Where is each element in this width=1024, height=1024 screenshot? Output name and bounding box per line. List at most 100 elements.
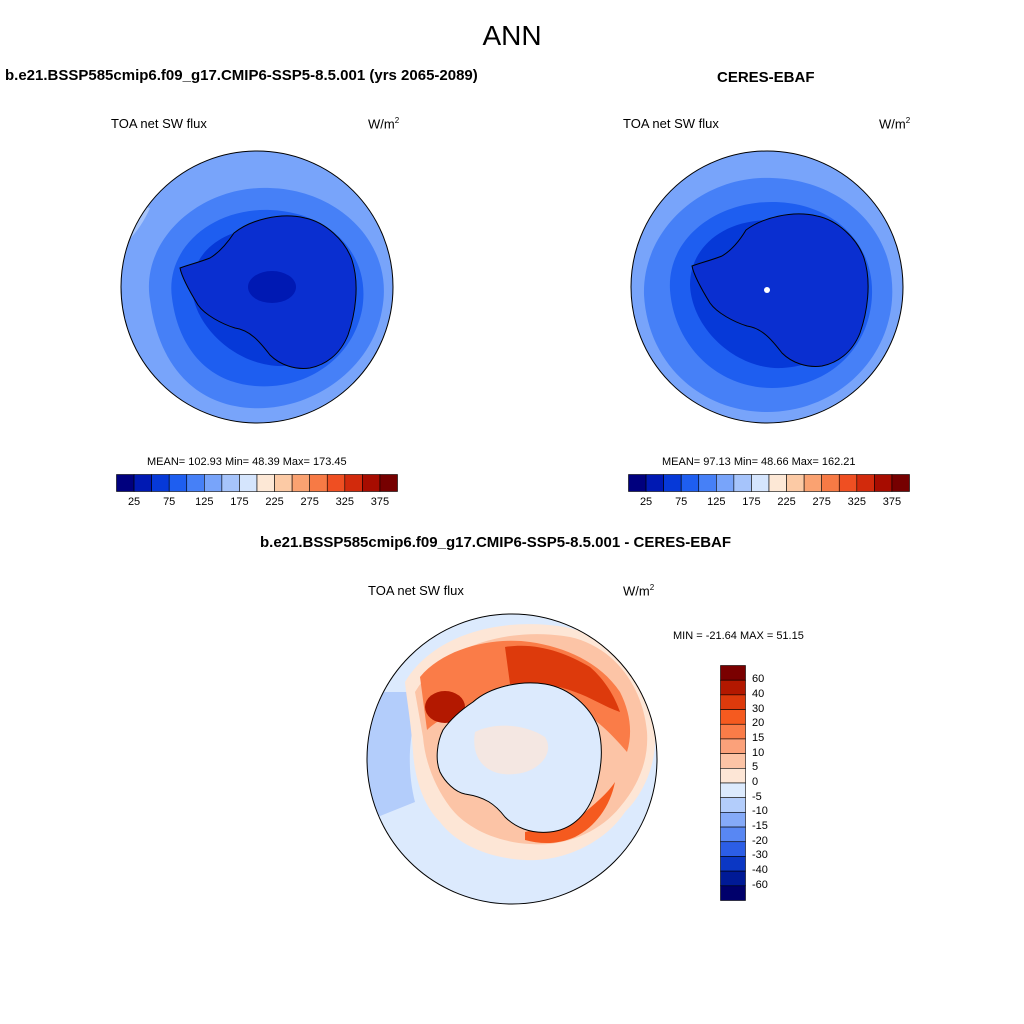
colorbar-swatch bbox=[274, 474, 293, 492]
panel-3-south-positive-patch bbox=[525, 782, 615, 844]
colorbar-swatch bbox=[116, 474, 135, 492]
colorbar-swatch bbox=[821, 474, 840, 492]
panel-2-colorbar bbox=[628, 474, 910, 492]
colorbar-swatch bbox=[326, 474, 346, 492]
panel-2-units-label: W/m2 bbox=[879, 116, 911, 132]
colorbar-swatch bbox=[186, 474, 205, 492]
colorbar-tick-label: -60 bbox=[752, 878, 768, 891]
colorbar-tick-label: 75 bbox=[163, 496, 176, 508]
panel-1-polar-map bbox=[120, 150, 394, 424]
colorbar-swatch bbox=[151, 474, 170, 492]
colorbar-swatch bbox=[720, 768, 746, 784]
colorbar-tick-label: 30 bbox=[752, 702, 765, 715]
colorbar-swatch bbox=[720, 856, 746, 872]
colorbar-swatch bbox=[204, 474, 223, 492]
colorbar-tick-label: 225 bbox=[265, 496, 284, 508]
colorbar-swatch bbox=[663, 474, 682, 492]
colorbar-tick-label: 325 bbox=[847, 496, 866, 508]
colorbar-tick-label: 20 bbox=[752, 717, 765, 730]
colorbar-swatch bbox=[168, 474, 188, 492]
figure-title: ANN bbox=[482, 20, 542, 51]
colorbar-tick-label: 75 bbox=[675, 496, 688, 508]
colorbar-swatch bbox=[680, 474, 700, 492]
colorbar-swatch bbox=[645, 474, 664, 492]
panel-2-title: CERES-EBAF bbox=[717, 69, 815, 86]
colorbar-tick-label: 375 bbox=[370, 496, 390, 508]
panel-3-title: b.e21.BSSP585cmip6.f09_g17.CMIP6-SSP5-8.… bbox=[260, 534, 732, 551]
colorbar-tick-label: 10 bbox=[752, 746, 765, 759]
panel-3-interior-small-positive bbox=[474, 725, 549, 775]
colorbar-swatch bbox=[628, 474, 647, 492]
colorbar-tick-label: 325 bbox=[335, 496, 354, 508]
panel-1-variable-label: TOA net SW flux bbox=[111, 116, 207, 131]
panel-3-stats: MIN = -21.64 MAX = 51.15 bbox=[673, 630, 804, 642]
colorbar-swatch bbox=[221, 474, 240, 492]
colorbar-swatch bbox=[720, 812, 746, 828]
colorbar-swatch bbox=[720, 694, 746, 710]
panel-3-west-max-patch bbox=[425, 691, 465, 723]
panel-2-variable-label: TOA net SW flux bbox=[623, 116, 719, 131]
colorbar-swatch bbox=[720, 679, 746, 696]
colorbar-swatch bbox=[838, 474, 858, 492]
colorbar-tick-label: 275 bbox=[812, 496, 831, 508]
colorbar-tick-label: 375 bbox=[882, 496, 902, 508]
colorbar-swatch bbox=[720, 665, 746, 681]
colorbar-swatch bbox=[344, 474, 363, 492]
colorbar-tick-label: -30 bbox=[752, 849, 768, 862]
panel-2-antarctica-outline bbox=[691, 213, 869, 367]
panel-3-north-max-patch bbox=[505, 645, 620, 712]
colorbar-swatch bbox=[291, 474, 310, 492]
colorbar-swatch bbox=[698, 474, 717, 492]
colorbar-tick-label: 175 bbox=[742, 496, 761, 508]
colorbar-swatch bbox=[720, 782, 746, 798]
colorbar-swatch bbox=[720, 885, 746, 901]
colorbar-swatch bbox=[733, 474, 752, 492]
colorbar-swatch bbox=[239, 474, 258, 492]
colorbar-swatch bbox=[720, 841, 746, 857]
colorbar-swatch bbox=[256, 474, 275, 492]
panel-3-variable-label: TOA net SW flux bbox=[368, 583, 464, 598]
panel-2-pole-missing-data bbox=[764, 287, 770, 293]
panel-2-stats: MEAN= 97.13 Min= 48.66 Max= 162.21 bbox=[662, 456, 856, 468]
panel-1-map-border bbox=[120, 150, 394, 424]
panel-3-map-border bbox=[366, 613, 658, 905]
panel-3-colorbar-ticks: 60 40 30 20 15 10 5 0 -5 -10 -15 -20 -30 -40 -60 bbox=[752, 665, 792, 901]
colorbar-swatch bbox=[362, 474, 381, 492]
panel-1-units-label: W/m2 bbox=[368, 116, 400, 132]
colorbar-tick-label: 125 bbox=[707, 496, 726, 508]
colorbar-swatch bbox=[874, 474, 893, 492]
colorbar-tick-label: -40 bbox=[752, 864, 768, 877]
colorbar-swatch bbox=[751, 474, 770, 492]
colorbar-tick-label: 25 bbox=[127, 496, 141, 508]
colorbar-swatch bbox=[720, 723, 746, 740]
colorbar-swatch bbox=[768, 474, 787, 492]
colorbar-swatch bbox=[133, 474, 152, 492]
colorbar-swatch bbox=[720, 797, 746, 813]
colorbar-swatch bbox=[309, 474, 328, 492]
panel-2-colorbar-ticks: 25 75 125 175 225 275 325 375 bbox=[628, 496, 910, 512]
panel-3-units-label: W/m2 bbox=[623, 583, 655, 599]
colorbar-swatch bbox=[856, 474, 875, 492]
colorbar-tick-label: 15 bbox=[752, 731, 765, 744]
panel-2-map-border bbox=[630, 150, 904, 424]
colorbar-tick-label: 25 bbox=[639, 496, 653, 508]
colorbar-swatch bbox=[720, 826, 746, 843]
panel-1-title: b.e21.BSSP585cmip6.f09_g17.CMIP6-SSP5-8.… bbox=[5, 67, 478, 84]
panel-1-stats: MEAN= 102.93 Min= 48.39 Max= 173.45 bbox=[147, 456, 347, 468]
panel-3-west-negative-band bbox=[367, 692, 425, 822]
colorbar-tick-label: 175 bbox=[230, 496, 249, 508]
colorbar-swatch bbox=[720, 753, 746, 769]
panel-2-polar-map bbox=[630, 150, 904, 424]
colorbar-tick-label: 60 bbox=[752, 673, 765, 686]
colorbar-tick-label: -10 bbox=[752, 805, 768, 818]
colorbar-swatch bbox=[720, 738, 746, 754]
colorbar-tick-label: 0 bbox=[752, 776, 759, 788]
colorbar-swatch bbox=[716, 474, 735, 492]
colorbar-tick-label: 5 bbox=[752, 761, 759, 774]
colorbar-swatch bbox=[720, 709, 746, 725]
colorbar-swatch bbox=[720, 870, 746, 887]
colorbar-tick-label: 125 bbox=[195, 496, 214, 508]
panel-1-colorbar bbox=[116, 474, 398, 492]
panel-1-colorbar-ticks: 25 75 125 175 225 275 325 375 bbox=[116, 496, 398, 512]
colorbar-swatch bbox=[379, 474, 398, 492]
